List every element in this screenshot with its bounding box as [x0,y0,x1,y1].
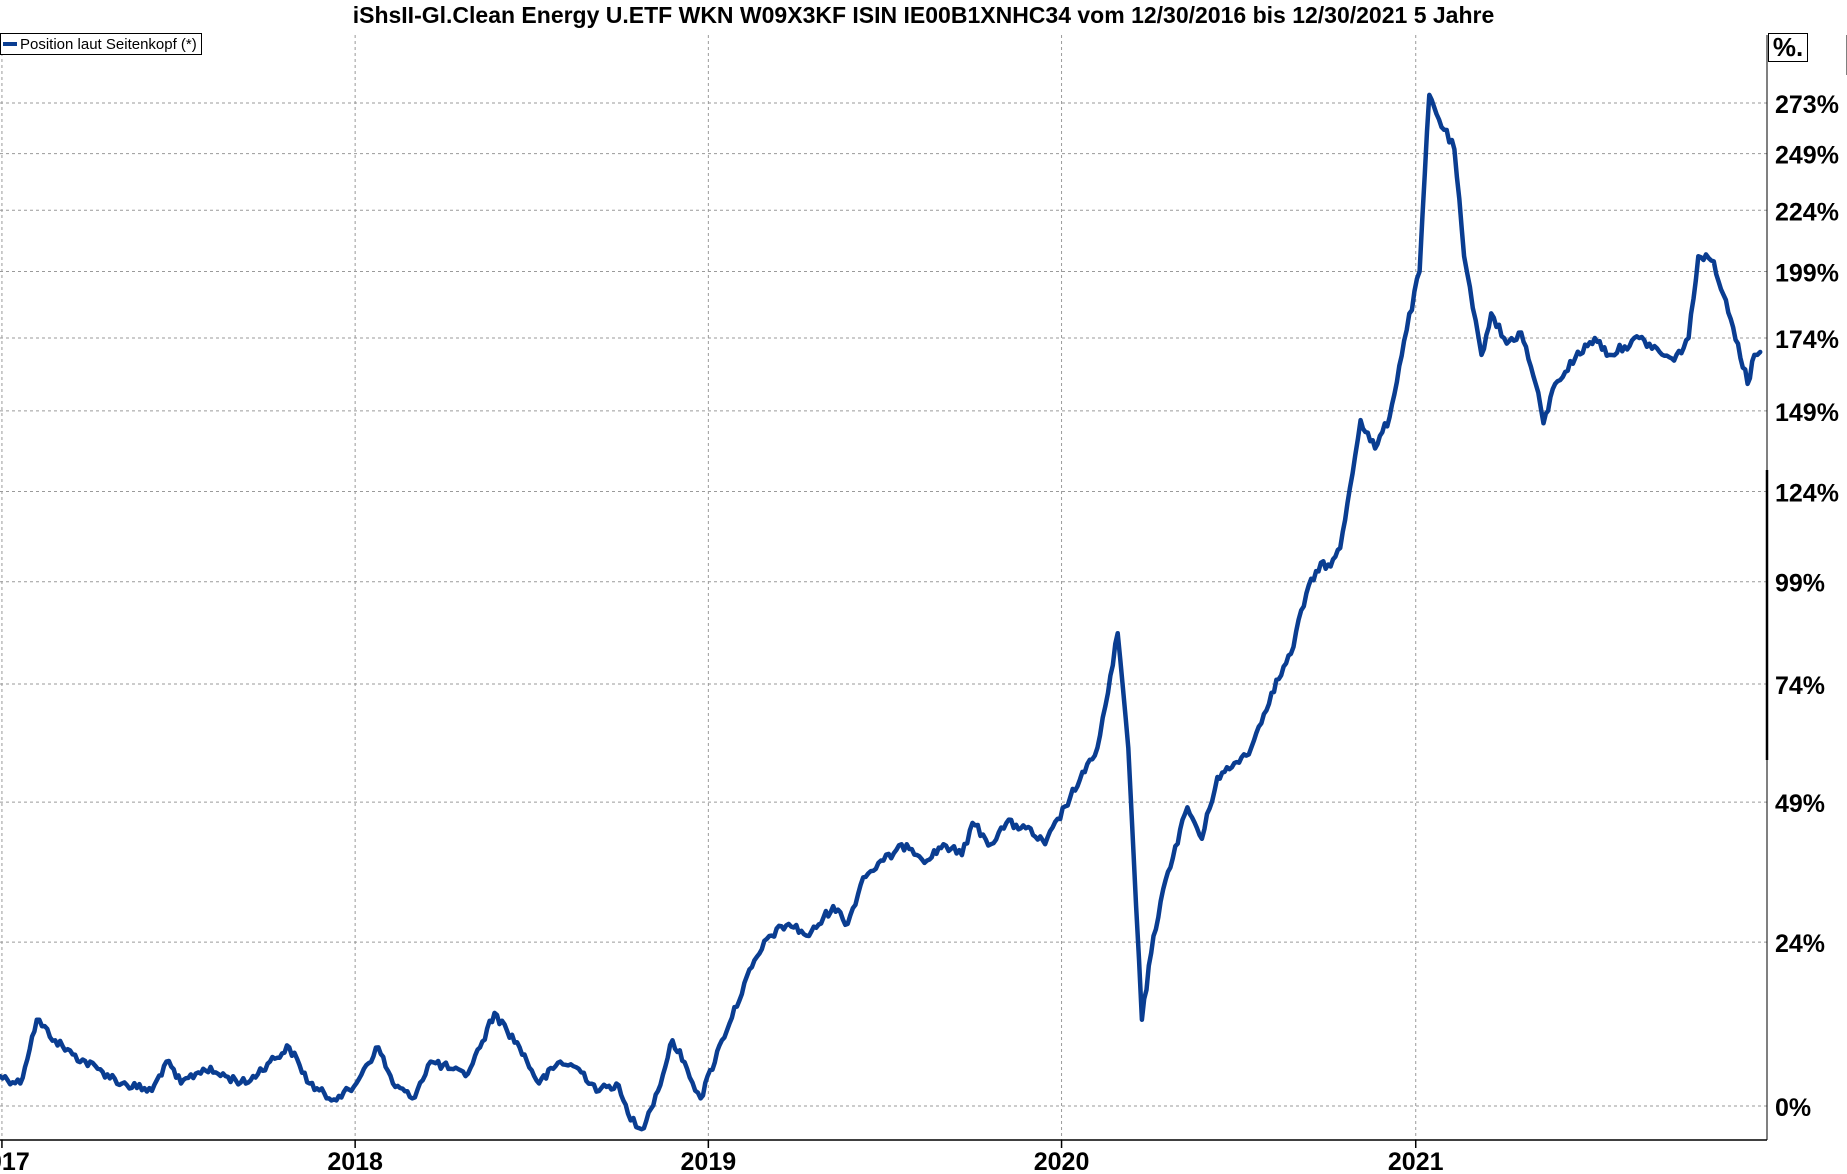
legend-swatch [3,42,17,46]
x-tick-label: 2018 [327,1148,383,1174]
y-tick-label: 0% [1775,1094,1811,1122]
unit-label[interactable]: %. [1768,33,1808,62]
legend-label: Position laut Seitenkopf (*) [20,35,197,53]
x-tick-label: 2021 [1388,1148,1444,1174]
x-tick-label: 2017 [0,1148,30,1174]
y-tick-label: 74% [1775,672,1825,700]
axes [0,35,1847,1148]
x-tick-label: 2019 [681,1148,737,1174]
series-line-position [0,92,1763,1132]
y-axis-labels: 0% 24% 49% 74% 99% 124% 149% 174% 199% 224% 249% 27… [1775,91,1839,1122]
legend[interactable]: Position laut Seitenkopf (*) [0,33,202,55]
y-tick-label: 149% [1775,399,1839,427]
y-tick-label: 174% [1775,326,1839,354]
y-tick-label: 249% [1775,142,1839,170]
y-tick-label: 224% [1775,198,1839,226]
y-tick-label: 124% [1775,480,1839,508]
grid-lines [0,35,1767,1140]
y-tick-label: 199% [1775,259,1839,287]
x-axis-labels: 2017 2018 2019 2020 2021 [0,1148,1444,1174]
y-tick-label: 99% [1775,570,1825,598]
y-tick-label: 24% [1775,930,1825,958]
y-tick-label: 49% [1775,790,1825,818]
y-tick-label: 273% [1775,91,1839,119]
x-tick-label: 2020 [1034,1148,1090,1174]
chart-title: iShsII-Gl.Clean Energy U.ETF WKN W09X3KF… [352,2,1495,28]
